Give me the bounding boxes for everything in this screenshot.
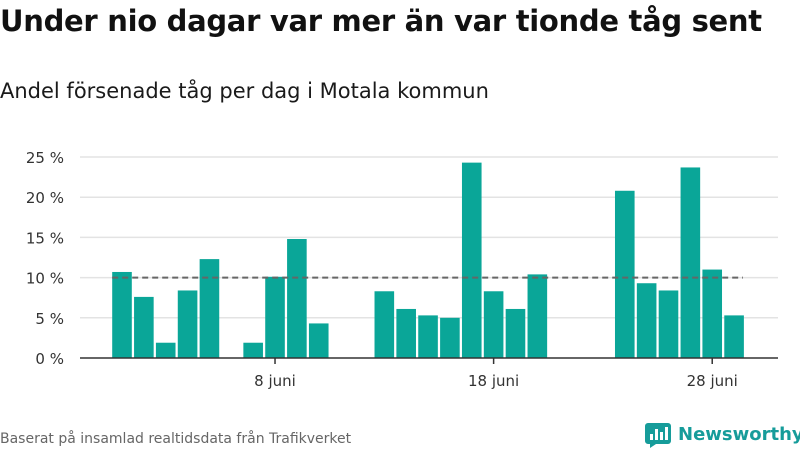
bar xyxy=(287,239,307,358)
chart-subtitle: Andel försenade tåg per dag i Motala kom… xyxy=(0,79,489,103)
bar xyxy=(505,308,526,358)
bar xyxy=(265,276,285,358)
bar xyxy=(243,342,263,358)
x-tick-label: 18 juni xyxy=(468,372,519,390)
bar xyxy=(636,283,657,358)
newsworthy-logo-icon xyxy=(645,423,671,448)
bar xyxy=(418,315,438,358)
y-tick-label: 10 % xyxy=(26,270,64,288)
bar xyxy=(527,274,548,358)
chart-title: Under nio dagar var mer än var tionde tå… xyxy=(0,4,762,38)
bar xyxy=(614,190,635,358)
y-tick-label: 5 % xyxy=(35,310,64,328)
bar xyxy=(461,162,482,358)
bar xyxy=(177,290,198,358)
bar xyxy=(374,291,395,358)
y-tick-label: 15 % xyxy=(26,229,64,247)
brand-logo: Newsworthy xyxy=(644,420,800,448)
bar xyxy=(658,290,679,358)
y-tick-label: 20 % xyxy=(26,189,64,207)
x-tick-label: 28 juni xyxy=(687,372,738,390)
bar xyxy=(440,317,460,358)
bar-chart: 0 % 5 % 10 % 15 % 20 % 25 % 8 juni 18 juni 28 ju… xyxy=(26,149,778,390)
bar xyxy=(702,269,723,358)
bar xyxy=(199,259,220,358)
source-note: Baserat på insamlad realtidsdata från Tr… xyxy=(0,431,352,447)
bar xyxy=(134,296,154,358)
y-tick-label: 25 % xyxy=(26,149,64,167)
bar xyxy=(680,167,701,358)
bar xyxy=(483,291,504,358)
bar xyxy=(724,315,744,358)
bar xyxy=(308,323,329,358)
bar xyxy=(155,342,176,358)
y-tick-label: 0 % xyxy=(35,350,64,368)
bar xyxy=(396,308,416,358)
brand-name: Newsworthy xyxy=(678,423,800,445)
x-tick-label: 8 juni xyxy=(254,372,296,390)
bar xyxy=(112,271,132,358)
